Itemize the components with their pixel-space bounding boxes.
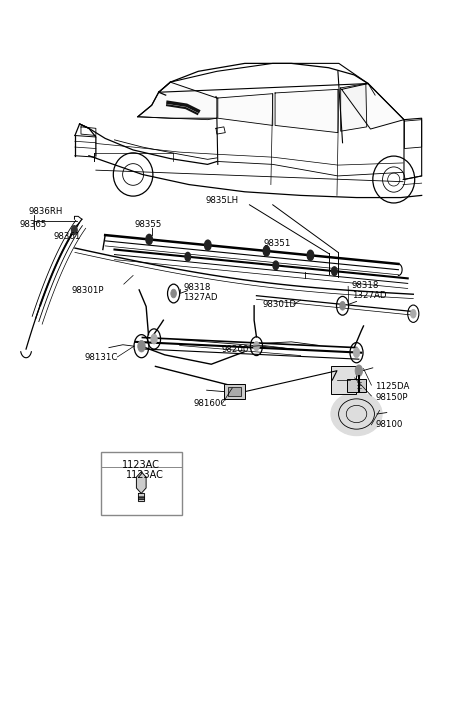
Circle shape [146,234,153,244]
Text: 98160C: 98160C [194,398,227,408]
Text: 1327AD: 1327AD [183,293,218,302]
Polygon shape [138,494,144,501]
Polygon shape [138,82,217,119]
Text: 98355: 98355 [134,220,162,229]
Text: 1125DA: 1125DA [375,382,409,391]
Text: 98318: 98318 [183,283,211,292]
Circle shape [355,365,363,377]
Bar [100,451,182,515]
Text: 98131C: 98131C [84,353,118,362]
Bar [228,387,241,396]
Text: 9836RH: 9836RH [28,207,63,217]
Circle shape [138,340,145,352]
Circle shape [171,289,176,298]
Circle shape [185,252,191,261]
Circle shape [340,302,345,310]
Circle shape [204,240,211,250]
Ellipse shape [331,393,382,435]
Text: 98100: 98100 [375,420,403,430]
Text: 98301P: 98301P [72,286,104,295]
Text: 9835LH: 9835LH [205,196,238,205]
Text: 98365: 98365 [19,220,47,230]
FancyBboxPatch shape [332,366,356,394]
Text: 98150P: 98150P [375,393,407,402]
Circle shape [72,225,77,234]
Polygon shape [341,84,367,131]
Circle shape [411,310,416,318]
Polygon shape [218,94,273,126]
Polygon shape [341,84,404,129]
Text: 98301D: 98301D [262,300,297,309]
Bar [224,385,245,399]
Circle shape [307,250,314,260]
Circle shape [151,334,157,344]
Text: 1327AD: 1327AD [352,292,386,300]
Circle shape [353,348,360,358]
Polygon shape [137,472,146,494]
Text: 98361: 98361 [53,232,81,241]
Text: 98200: 98200 [221,345,249,354]
Circle shape [273,261,278,270]
Text: 1123AC: 1123AC [122,460,160,470]
Circle shape [263,246,270,256]
Text: 98318: 98318 [352,281,379,290]
Text: 98351: 98351 [263,238,291,247]
Bar [347,379,366,393]
Circle shape [253,342,260,351]
Text: 1123AC: 1123AC [126,470,164,481]
Circle shape [332,267,337,276]
Polygon shape [275,89,338,132]
